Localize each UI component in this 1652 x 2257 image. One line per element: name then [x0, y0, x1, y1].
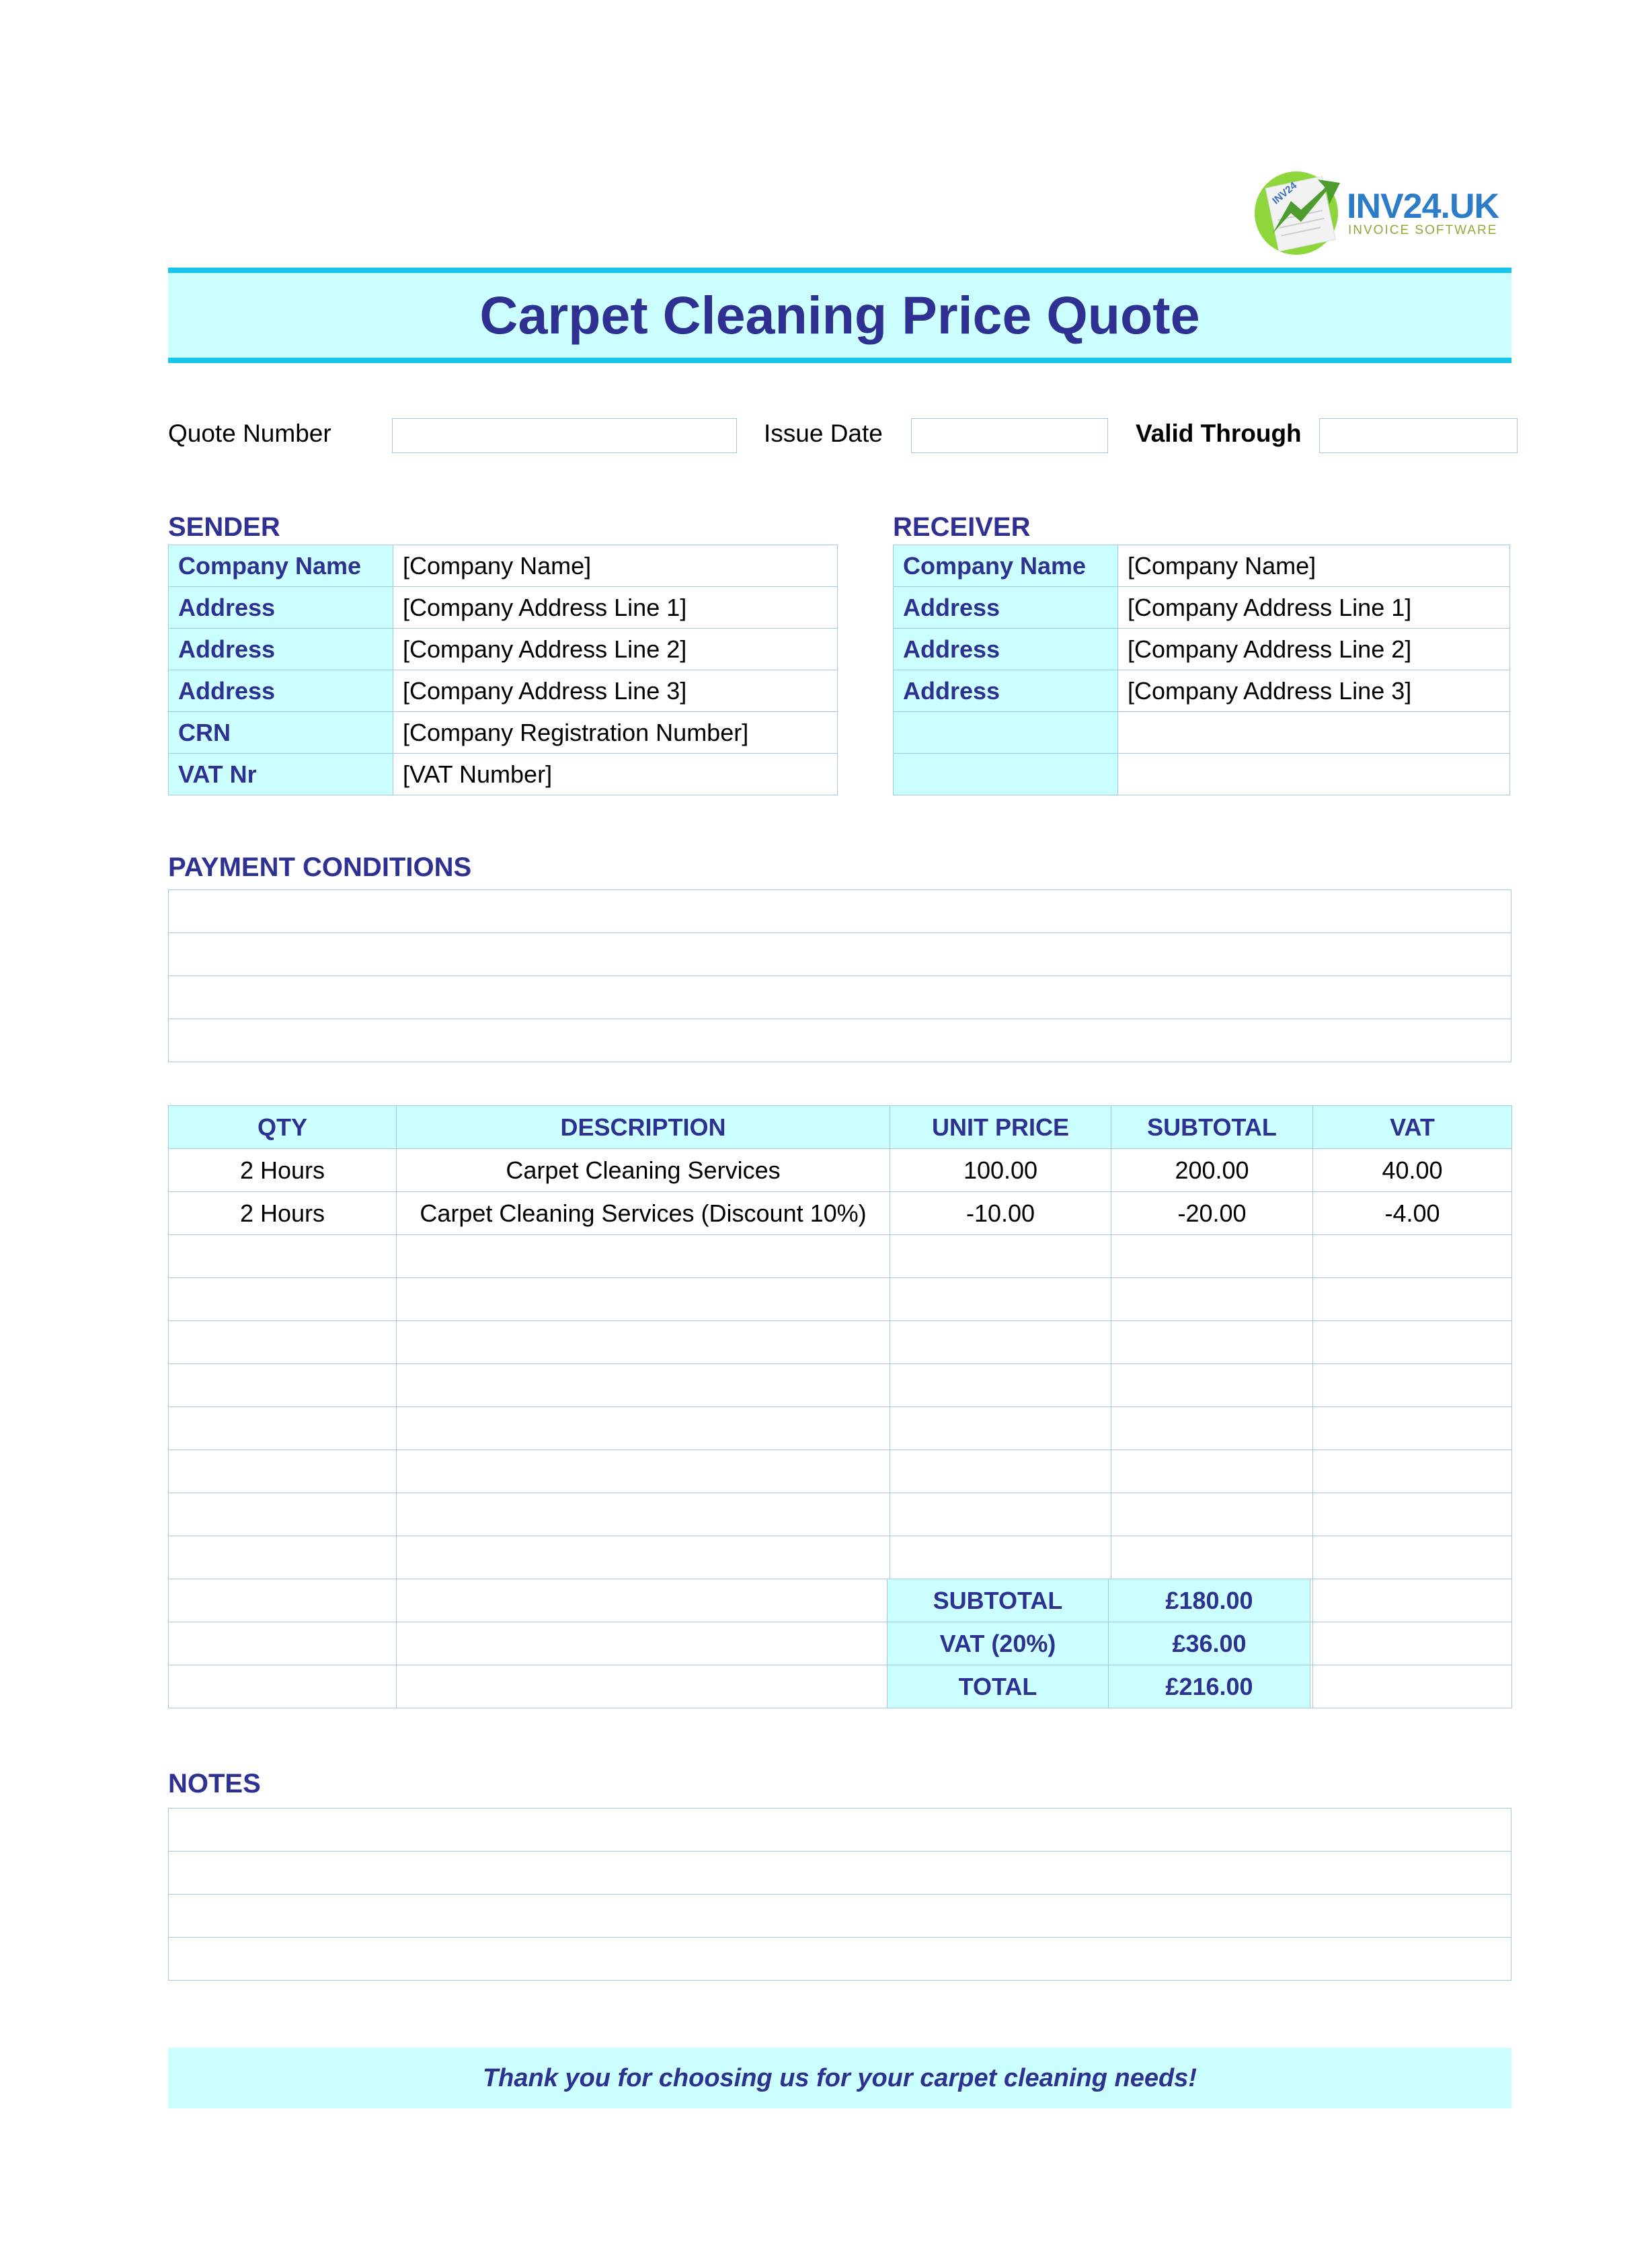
- svg-text:INV24.UK: INV24.UK: [1347, 187, 1500, 226]
- svg-text:INVOICE SOFTWARE: INVOICE SOFTWARE: [1348, 223, 1497, 237]
